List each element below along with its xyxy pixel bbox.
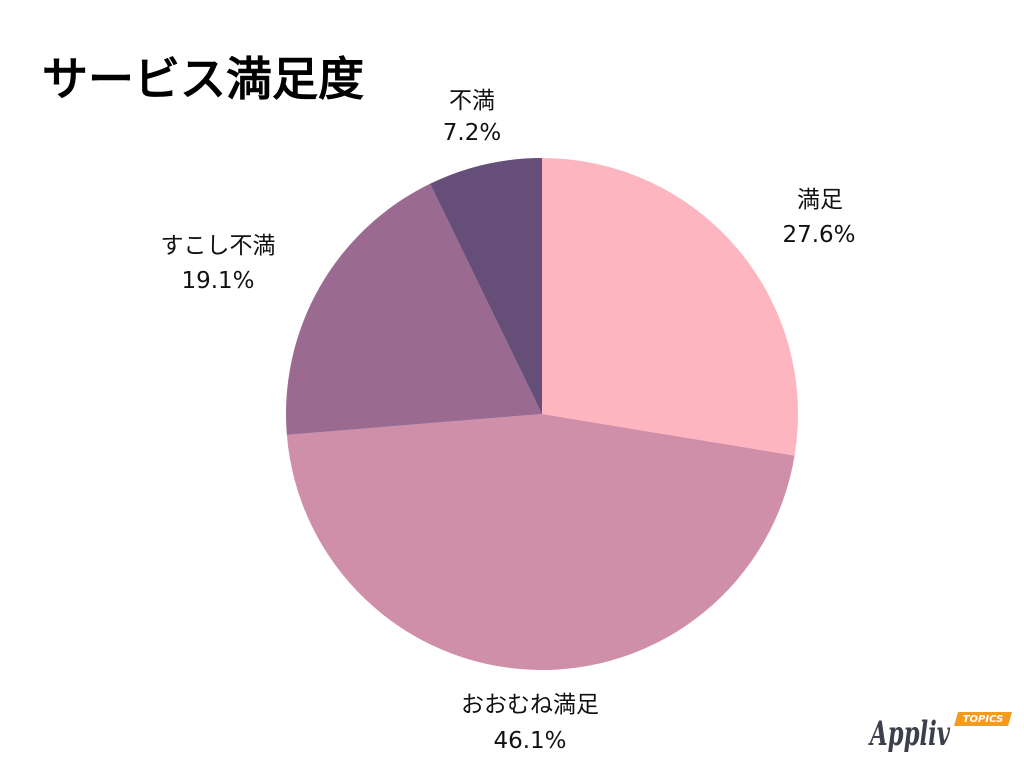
value-number: 19.1 [181, 268, 232, 294]
pie-slice-slightly-dissatisfied [285, 183, 542, 435]
value-label-mostly-satisfied: 46.1% [493, 728, 566, 754]
value-number: 7.2 [443, 120, 480, 146]
appliv-topics-logo: Appliv TOPICS [868, 712, 1012, 754]
category-label-mostly-satisfied: おおむね満足 [461, 692, 599, 718]
value-unit: % [545, 728, 567, 754]
value-label-dissatisfied: 7.2% [443, 120, 501, 146]
value-unit: % [479, 120, 501, 146]
value-number: 27.6 [782, 222, 833, 248]
value-label-satisfied: 27.6% [782, 222, 855, 248]
slice-label-satisfied: 満足 27.6% [782, 187, 855, 248]
value-unit: % [233, 268, 255, 294]
chart-title: サービス満足度 [42, 52, 364, 106]
logo-badge-text: TOPICS [963, 714, 1004, 725]
value-unit: % [834, 222, 856, 248]
slice-label-dissatisfied: 不満 7.2% [443, 88, 501, 146]
pie-slice-mostly-satisfied [286, 414, 795, 671]
slice-label-slightly-dissatisfied: すこし不満 19.1% [161, 233, 276, 294]
pie-chart [285, 158, 798, 671]
pie-slice-satisfied [542, 158, 798, 456]
value-number: 46.1 [493, 728, 544, 754]
category-label-dissatisfied: 不満 [449, 88, 495, 114]
logo-badge-shape [954, 712, 1012, 726]
data-labels: 満足 27.6% おおむね満足 46.1% すこし不満 19.1% 不満 7.2… [161, 88, 856, 754]
slice-label-mostly-satisfied: おおむね満足 46.1% [461, 692, 599, 754]
category-label-slightly-dissatisfied: すこし不満 [161, 233, 276, 259]
logo-wordmark: Appliv [868, 714, 951, 754]
pie-slice-dissatisfied [430, 158, 542, 414]
value-label-slightly-dissatisfied: 19.1% [181, 268, 254, 294]
category-label-satisfied: 満足 [797, 187, 843, 213]
